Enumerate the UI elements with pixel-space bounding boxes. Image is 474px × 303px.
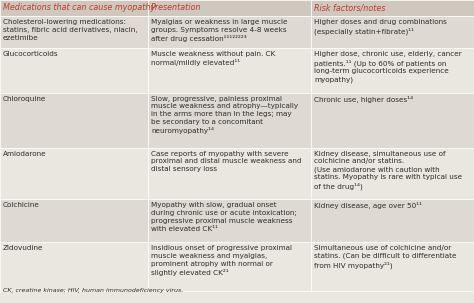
Text: Risk factors/notes: Risk factors/notes (314, 4, 385, 12)
Text: Myalgias or weakness in large muscle
groups. Symptoms resolve 4-8 weeks
after dr: Myalgias or weakness in large muscle gro… (151, 19, 288, 42)
Bar (148, 199, 311, 242)
Text: Presentation: Presentation (151, 4, 201, 12)
Text: Kidney disease, simultaneous use of
colchicine and/or statins.
(Use amiodarone w: Kidney disease, simultaneous use of colc… (314, 151, 462, 190)
Text: Insidious onset of progressive proximal
muscle weakness and myalgias,
prominent : Insidious onset of progressive proximal … (151, 245, 292, 276)
Text: Myopathy with slow, gradual onset
during chronic use or acute intoxication;
prog: Myopathy with slow, gradual onset during… (151, 202, 297, 231)
Text: Colchicine: Colchicine (3, 202, 40, 208)
Bar (311, 0, 474, 16)
Text: Glucocorticoids: Glucocorticoids (3, 51, 59, 57)
Text: Medications that can cause myopathy: Medications that can cause myopathy (3, 4, 155, 12)
Text: Higher doses and drug combinations
(especially statin+fibrate)¹¹: Higher doses and drug combinations (espe… (314, 19, 447, 35)
Text: Case reports of myopathy with severe
proximal and distal muscle weakness and
dis: Case reports of myopathy with severe pro… (151, 151, 301, 172)
Bar (0, 242, 148, 291)
Text: Muscle weakness without pain. CK
normal/mildly elevated¹¹: Muscle weakness without pain. CK normal/… (151, 51, 275, 66)
Text: Simultaneous use of colchicine and/or
statins. (Can be difficult to differentiat: Simultaneous use of colchicine and/or st… (314, 245, 456, 269)
Text: Chloroquine: Chloroquine (3, 95, 46, 102)
Text: Amiodarone: Amiodarone (3, 151, 46, 157)
Bar (148, 148, 311, 199)
Bar (148, 242, 311, 291)
Bar (0, 148, 148, 199)
Bar (311, 199, 474, 242)
Bar (0, 199, 148, 242)
Text: Zidovudine: Zidovudine (3, 245, 44, 251)
Bar (0, 0, 148, 16)
Text: Kidney disease, age over 50¹¹: Kidney disease, age over 50¹¹ (314, 202, 422, 209)
Bar (148, 92, 311, 148)
Text: Higher dose, chronic use, elderly, cancer
patients.¹¹ (Up to 60% of patients on
: Higher dose, chronic use, elderly, cance… (314, 51, 462, 83)
Bar (0, 48, 148, 92)
Text: Slow, progressive, painless proximal
muscle weakness and atrophy—typically
in th: Slow, progressive, painless proximal mus… (151, 95, 298, 134)
Bar (148, 16, 311, 48)
Bar (311, 92, 474, 148)
Text: CK, creatine kinase; HIV, human immunodeficiency virus.: CK, creatine kinase; HIV, human immunode… (3, 288, 183, 293)
Text: Chronic use, higher doses¹⁴: Chronic use, higher doses¹⁴ (314, 95, 413, 102)
Text: Cholesterol-lowering medications:
statins, fibric acid derivatives, niacin,
ezet: Cholesterol-lowering medications: statin… (3, 19, 137, 41)
Bar (311, 148, 474, 199)
Bar (148, 0, 311, 16)
Bar (0, 92, 148, 148)
Bar (0, 16, 148, 48)
Bar (311, 48, 474, 92)
Bar (311, 242, 474, 291)
Bar (148, 48, 311, 92)
Bar (311, 16, 474, 48)
